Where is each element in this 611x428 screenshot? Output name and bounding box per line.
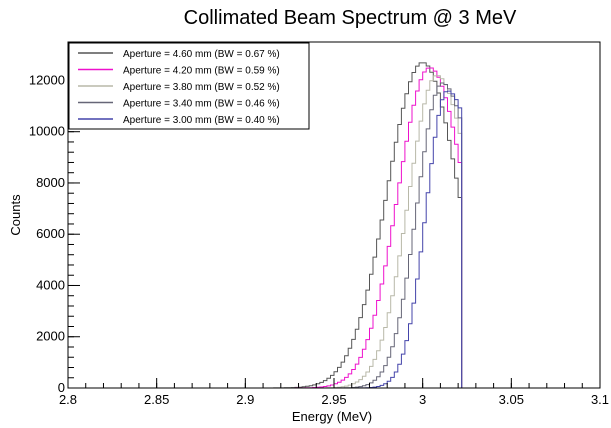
series-line-4 (68, 90, 600, 389)
y-axis-label: Counts (8, 194, 23, 236)
y-tick-label: 10000 (29, 124, 65, 139)
x-tick-label: 2.85 (144, 392, 169, 407)
x-axis-label: Energy (MeV) (292, 409, 372, 424)
y-tick-label: 2000 (36, 329, 65, 344)
legend-label-2: Aperture = 3.80 mm (BW = 0.52 %) (123, 82, 280, 93)
x-tick-label: 3.1 (591, 392, 609, 407)
legend-label-4: Aperture = 3.00 mm (BW = 0.40 %) (123, 115, 280, 126)
y-tick-label: 0 (58, 380, 65, 395)
chart-title: Collimated Beam Spectrum @ 3 MeV (184, 7, 517, 29)
y-tick-label: 8000 (36, 175, 65, 190)
legend: Aperture = 4.60 mm (BW = 0.67 %) Aperture… (68, 42, 310, 130)
x-tick-label: 2.95 (321, 392, 346, 407)
legend-label-1: Aperture = 4.20 mm (BW = 0.59 %) (123, 66, 280, 77)
y-tick-label: 4000 (36, 277, 65, 292)
x-axis: 2.8 2.85 2.9 2.95 3 3.05 3.1 (59, 378, 609, 407)
x-tick-label: 3 (419, 392, 426, 407)
x-tick-label: 3.05 (499, 392, 524, 407)
x-tick-label: 2.8 (59, 392, 77, 407)
x-tick-label: 2.9 (236, 392, 254, 407)
legend-label-0: Aperture = 4.60 mm (BW = 0.67 %) (123, 49, 280, 60)
y-tick-label: 6000 (36, 226, 65, 241)
legend-label-3: Aperture = 3.40 mm (BW = 0.46 %) (123, 99, 280, 110)
y-axis: 0 2000 4000 6000 8000 10000 12000 (29, 49, 80, 395)
y-tick-label: 12000 (29, 72, 65, 87)
